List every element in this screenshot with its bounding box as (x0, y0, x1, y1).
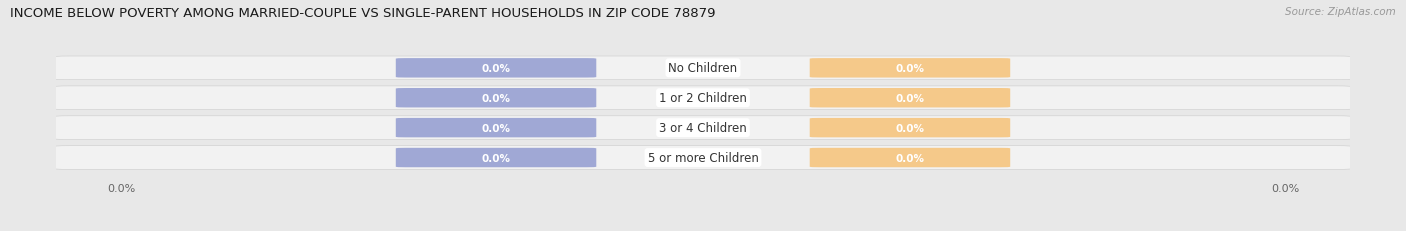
FancyBboxPatch shape (53, 116, 1353, 140)
Text: 0.0%: 0.0% (896, 93, 925, 103)
Text: 1 or 2 Children: 1 or 2 Children (659, 92, 747, 105)
Text: INCOME BELOW POVERTY AMONG MARRIED-COUPLE VS SINGLE-PARENT HOUSEHOLDS IN ZIP COD: INCOME BELOW POVERTY AMONG MARRIED-COUPL… (10, 7, 716, 20)
FancyBboxPatch shape (53, 146, 1353, 170)
Text: 0.0%: 0.0% (896, 64, 925, 73)
Text: 0.0%: 0.0% (896, 153, 925, 163)
FancyBboxPatch shape (396, 119, 596, 138)
FancyBboxPatch shape (810, 119, 1010, 138)
Text: 0.0%: 0.0% (896, 123, 925, 133)
FancyBboxPatch shape (396, 148, 596, 167)
FancyBboxPatch shape (53, 57, 1353, 80)
FancyBboxPatch shape (53, 87, 1353, 110)
Text: 0.0%: 0.0% (481, 123, 510, 133)
FancyBboxPatch shape (396, 89, 596, 108)
FancyBboxPatch shape (810, 89, 1010, 108)
Text: 3 or 4 Children: 3 or 4 Children (659, 122, 747, 134)
Text: 0.0%: 0.0% (481, 153, 510, 163)
FancyBboxPatch shape (396, 59, 596, 78)
Text: Source: ZipAtlas.com: Source: ZipAtlas.com (1285, 7, 1396, 17)
Text: 0.0%: 0.0% (481, 64, 510, 73)
Text: 5 or more Children: 5 or more Children (648, 151, 758, 164)
Text: No Children: No Children (668, 62, 738, 75)
FancyBboxPatch shape (810, 148, 1010, 167)
Text: 0.0%: 0.0% (481, 93, 510, 103)
FancyBboxPatch shape (810, 59, 1010, 78)
